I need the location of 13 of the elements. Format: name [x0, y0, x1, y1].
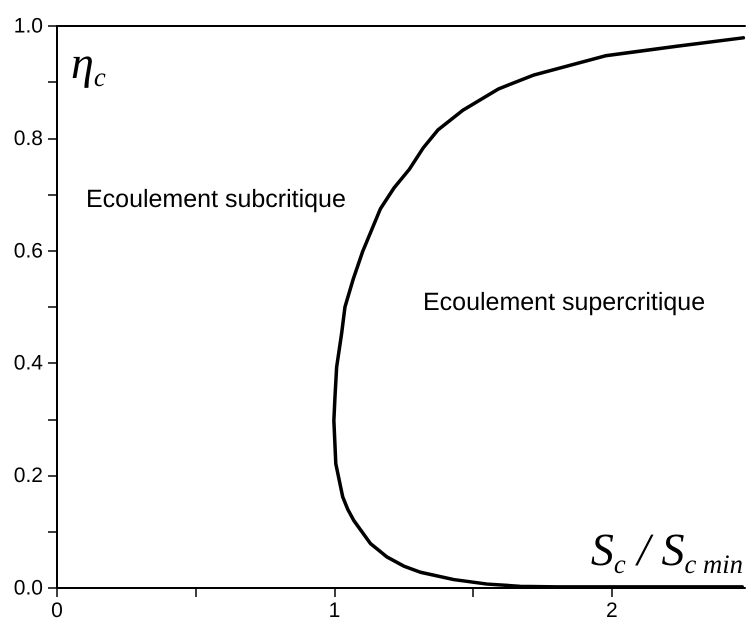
x-tick-label: 2 [606, 599, 618, 622]
y-tick-label: 0.0 [14, 576, 43, 600]
annotation: Ecoulement subcritique [86, 185, 346, 214]
x-tick-label: 0 [51, 599, 63, 622]
y-tick-label: 0.2 [14, 464, 43, 488]
y-tick-label: 1.0 [14, 14, 43, 38]
annotation: Ecoulement supercritique [423, 288, 706, 316]
y-tick-label: 0.6 [14, 239, 43, 262]
x-tick-label: 1 [328, 599, 340, 622]
y-tick-label: 0.4 [14, 352, 44, 375]
y-axis-title: η$_{c}$ [71, 37, 106, 92]
x-axis-title: S$_{c}$ / S$_{c min}$ [590, 524, 743, 580]
y-tick-label: 0.8 [14, 126, 43, 150]
